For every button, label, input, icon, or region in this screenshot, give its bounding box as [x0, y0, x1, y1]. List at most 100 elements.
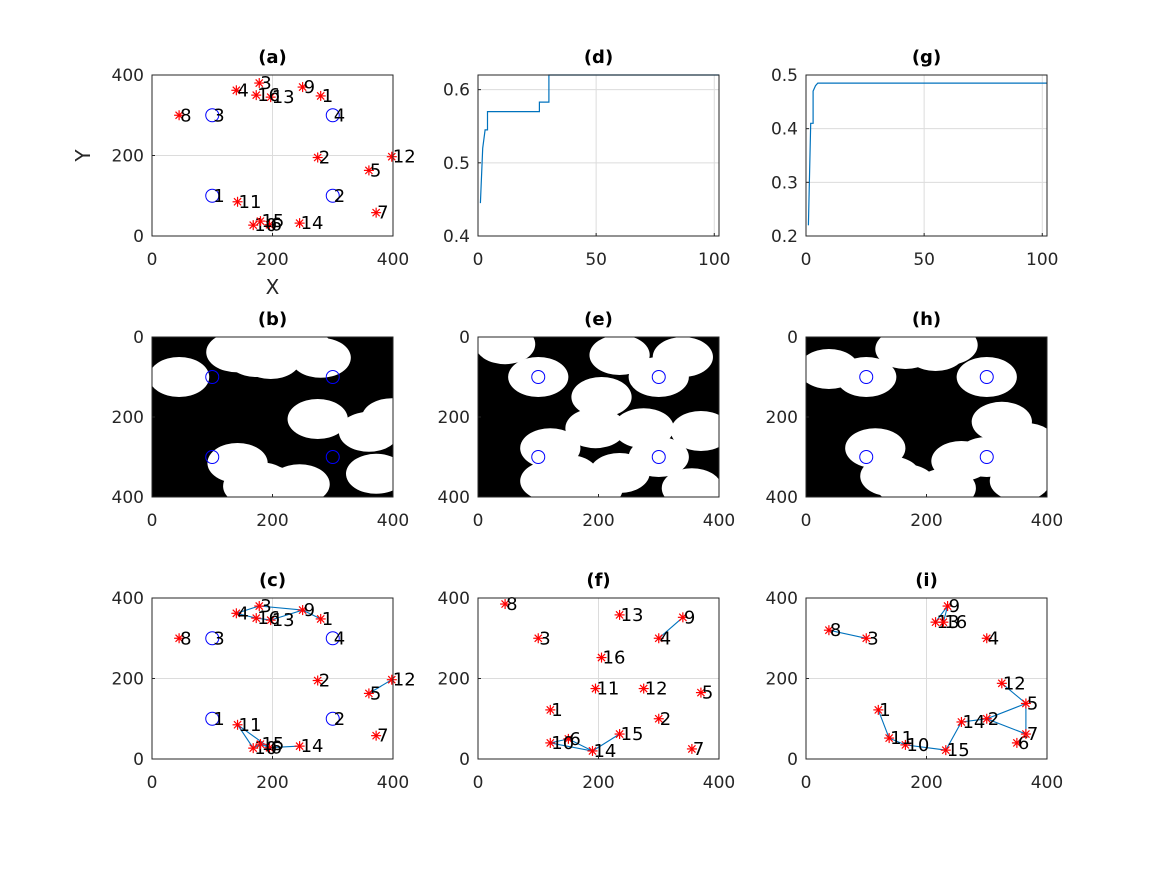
y-tick-label: 0.2 [771, 227, 798, 247]
target-label: 9 [304, 600, 315, 621]
target-label: 3 [539, 628, 550, 649]
target-label: 8 [830, 620, 841, 641]
target-marker [294, 218, 305, 229]
target-label: 1 [879, 700, 890, 721]
x-tick-label: 400 [703, 773, 735, 793]
target-marker [254, 78, 265, 89]
y-tick-label: 200 [112, 147, 144, 167]
y-tick-label: 0 [787, 750, 798, 770]
y-tick-label: 200 [112, 408, 144, 428]
target-marker [248, 743, 259, 754]
target-label: 6 [270, 738, 281, 759]
mask-disk [226, 337, 287, 377]
mask-disk [346, 453, 393, 494]
target-marker [264, 219, 275, 230]
target-marker [587, 745, 598, 756]
target-marker [315, 90, 326, 101]
target-label: 5 [370, 683, 381, 704]
subplot-title: (f) [586, 570, 610, 591]
y-tick-label: 0 [459, 328, 470, 348]
camera-marker [531, 450, 546, 464]
subplot-title: (c) [259, 570, 286, 591]
y-tick-label: 400 [766, 589, 798, 609]
target-marker [265, 92, 276, 103]
target-marker [677, 612, 688, 623]
target-marker [265, 615, 276, 626]
target-label: 12 [645, 679, 668, 700]
target-label: 2 [319, 671, 330, 692]
target-label: 11 [239, 192, 262, 213]
axes-frame [477, 74, 720, 237]
target-label: 3 [260, 73, 271, 94]
camera-marker [325, 450, 340, 464]
target-marker [638, 683, 649, 694]
target-marker [264, 742, 275, 753]
target-marker [930, 617, 941, 628]
target-marker [297, 605, 308, 616]
target-label: 14 [301, 213, 324, 234]
target-marker [884, 733, 895, 744]
subplot-title: (e) [584, 309, 613, 330]
target-marker [232, 719, 243, 730]
target-marker [386, 151, 397, 162]
target-label: 15 [261, 211, 284, 232]
target-marker [174, 633, 185, 644]
subplot-title: (i) [915, 570, 938, 591]
x-tick-label: 0 [147, 250, 158, 270]
camera-marker [979, 450, 994, 464]
y-tick-label: 400 [438, 488, 470, 508]
target-marker [1020, 729, 1031, 740]
x-tick-label: 0 [473, 250, 484, 270]
target-marker [614, 729, 625, 740]
y-tick-label: 200 [112, 670, 144, 690]
target-marker [231, 608, 242, 619]
series-line [807, 82, 1047, 226]
x-tick-label: 400 [377, 250, 409, 270]
camera-marker [205, 370, 220, 384]
target-label: 11 [596, 679, 619, 700]
target-label: 15 [621, 724, 644, 745]
mask-disk [562, 469, 623, 497]
route-line [828, 629, 867, 639]
target-label: 10 [906, 735, 929, 756]
target-marker [996, 678, 1007, 689]
target-label: 12 [393, 147, 416, 168]
target-marker [251, 90, 262, 101]
y-tick-label: 200 [766, 670, 798, 690]
target-marker [174, 110, 185, 121]
camera-label: 3 [213, 628, 224, 649]
mask-disk [670, 411, 719, 451]
subplot-d: 0 50 100 0.4 0.5 0.6 (d) [443, 47, 731, 270]
target-label: 4 [237, 603, 248, 624]
x-tick-label: 400 [703, 511, 735, 531]
mask-disk [290, 337, 351, 378]
subplot-title: (h) [912, 309, 941, 330]
camera-label: 4 [334, 628, 345, 649]
target-marker [254, 601, 265, 612]
route-line [234, 605, 321, 621]
target-marker [545, 704, 556, 715]
target-label: 7 [693, 739, 704, 760]
target-marker [371, 730, 382, 741]
target-label: 11 [890, 728, 913, 749]
target-label: 2 [319, 148, 330, 169]
target-marker [248, 220, 259, 231]
x-tick-label: 400 [377, 773, 409, 793]
target-label: 1 [322, 86, 333, 107]
target-label: 10 [551, 733, 574, 754]
camera-label: 2 [334, 186, 345, 207]
y-tick-label: 0 [133, 750, 144, 770]
camera-marker [531, 370, 546, 384]
y-tick-label: 400 [112, 66, 144, 86]
camera-marker [859, 450, 874, 464]
target-marker [1011, 737, 1022, 748]
subplot-g: 0 50 100 0.2 0.3 0.4 0.5 (g) [771, 47, 1059, 270]
y-tick-label: 0 [133, 227, 144, 247]
target-label: 6 [270, 215, 281, 236]
target-label: 8 [180, 628, 191, 649]
axes-frame [805, 74, 1048, 237]
